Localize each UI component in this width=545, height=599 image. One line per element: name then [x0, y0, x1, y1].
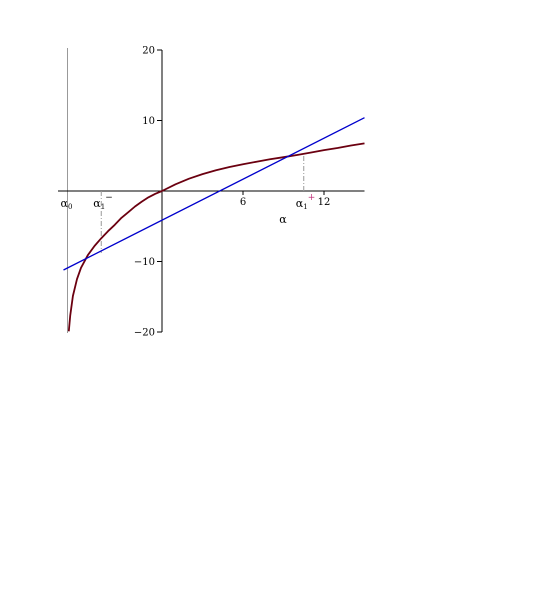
marker-subscript-0: 1 [101, 203, 105, 211]
y-tick-label--20: −20 [134, 328, 155, 339]
y-tick-label--10: −10 [134, 257, 155, 268]
y-tick-label-10: 10 [142, 116, 155, 127]
marker-label-0: α [93, 197, 101, 210]
x-tick-label-6: 6 [240, 197, 246, 208]
marker-superscript-1: + [308, 193, 316, 203]
series-line [63, 117, 365, 271]
asymptote-subscript: 0 [68, 203, 72, 211]
marker-superscript-0: − [105, 193, 113, 203]
axes [58, 48, 365, 333]
marker-subscript-1: 1 [303, 203, 307, 211]
series-layer [63, 117, 365, 332]
x-tick-label-12: 12 [318, 197, 331, 208]
x-axis-label: α [279, 213, 287, 226]
asymptote-label: α [61, 197, 69, 210]
y-tick-label-20: 20 [142, 46, 155, 57]
series-curve [67, 142, 365, 332]
marker-label-1: α [296, 197, 304, 210]
